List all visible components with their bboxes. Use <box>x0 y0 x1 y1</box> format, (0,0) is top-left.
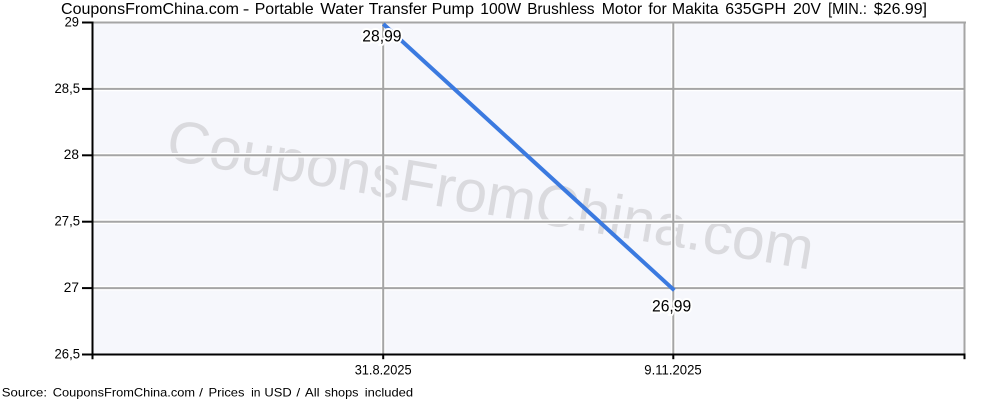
svg-text:Motor: Motor <box>602 1 643 18</box>
svg-text:29: 29 <box>65 14 79 29</box>
svg-text:31.8.2025: 31.8.2025 <box>355 363 412 378</box>
svg-text:USD: USD <box>264 386 292 400</box>
svg-text:Source:: Source: <box>2 386 47 400</box>
svg-text:635GPH: 635GPH <box>725 1 786 18</box>
svg-text:in: in <box>251 386 260 400</box>
svg-text:All: All <box>305 386 320 400</box>
svg-text:28,99: 28,99 <box>362 28 401 46</box>
svg-text:28,5: 28,5 <box>55 81 81 96</box>
svg-text:shops: shops <box>325 386 359 400</box>
svg-text:Prices: Prices <box>209 386 245 400</box>
svg-text:26,99: 26,99 <box>652 298 691 316</box>
svg-text:100W: 100W <box>480 1 522 18</box>
svg-text:CouponsFromChina.com: CouponsFromChina.com <box>53 386 195 400</box>
svg-text:9.11.2025: 9.11.2025 <box>644 363 702 378</box>
svg-text:27: 27 <box>64 280 79 295</box>
svg-text:/: / <box>296 386 301 400</box>
svg-text:Water: Water <box>320 1 364 18</box>
svg-text:Pump: Pump <box>432 1 474 18</box>
svg-text:20V: 20V <box>793 1 821 18</box>
svg-text:-: - <box>243 1 250 18</box>
svg-text:26,99: 26,99 <box>652 298 691 316</box>
svg-text:$26.99]: $26.99] <box>874 1 927 18</box>
svg-text:26,5: 26,5 <box>55 346 81 361</box>
svg-text:/: / <box>199 386 204 400</box>
svg-text:for: for <box>648 1 667 18</box>
svg-text:Transfer: Transfer <box>369 1 428 18</box>
svg-text:Portable: Portable <box>255 1 314 18</box>
svg-text:28: 28 <box>64 147 80 162</box>
svg-text:included: included <box>365 386 413 400</box>
svg-text:CouponsFromChina.com: CouponsFromChina.com <box>61 1 239 18</box>
svg-text:Makita: Makita <box>672 1 719 18</box>
svg-text:Brushless: Brushless <box>527 1 594 18</box>
svg-text:27,5: 27,5 <box>55 214 81 229</box>
svg-text:28,99: 28,99 <box>362 28 401 46</box>
svg-text:[MIN.:: [MIN.: <box>828 1 867 18</box>
